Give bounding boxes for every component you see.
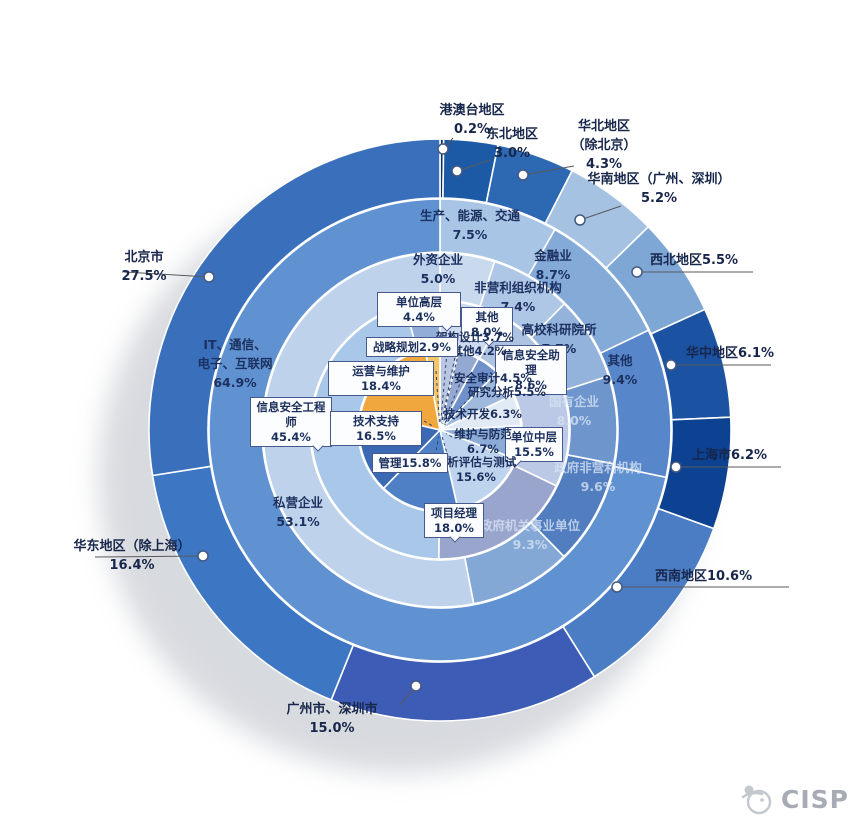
dashed-leader-job-function-2 xyxy=(442,378,463,424)
dashed-leader-job-function-6 xyxy=(433,436,440,463)
cisp-logo-icon xyxy=(741,785,772,815)
leader-region-10 xyxy=(123,271,210,278)
cisp-logo-text: CISP xyxy=(781,784,849,814)
leader-region-1 xyxy=(456,159,491,172)
leader-dot-region-10 xyxy=(203,271,215,283)
dashed-leader-job-function-8 xyxy=(423,420,435,428)
dashed-leader-job-function-1 xyxy=(440,351,457,424)
leader-dot-region-4 xyxy=(631,266,643,278)
dashed-leader-job-function-10 xyxy=(441,346,461,424)
leader-dot-region-3 xyxy=(574,214,586,226)
leader-dot-region-9 xyxy=(197,550,209,562)
leader-dot-region-6 xyxy=(670,461,682,473)
dashed-leader-job-function-5 xyxy=(445,433,453,438)
leader-dot-region-8 xyxy=(410,680,422,692)
leader-region-3 xyxy=(579,205,622,221)
wedge-employer-6 xyxy=(262,252,475,608)
wedge-employer-3 xyxy=(563,375,618,465)
dashed-leader-job-function-9 xyxy=(435,370,441,424)
leader-region-9 xyxy=(94,555,204,558)
wedge-industry-3 xyxy=(208,198,667,662)
leader-dot-region-5 xyxy=(665,359,677,371)
leader-dot-region-7 xyxy=(611,581,623,593)
dashed-leader-job-function-7 xyxy=(441,436,451,464)
dashed-leader-job-function-4 xyxy=(443,414,451,425)
cisp-logo: CISP xyxy=(738,781,849,817)
leader-dot-region-0 xyxy=(437,143,449,155)
leader-region-2 xyxy=(522,165,575,176)
dashed-leader-job-function-3 xyxy=(444,392,475,426)
leader-dot-region-2 xyxy=(517,169,529,181)
wedge-region-10 xyxy=(148,138,441,477)
leader-dot-region-1 xyxy=(451,165,463,177)
